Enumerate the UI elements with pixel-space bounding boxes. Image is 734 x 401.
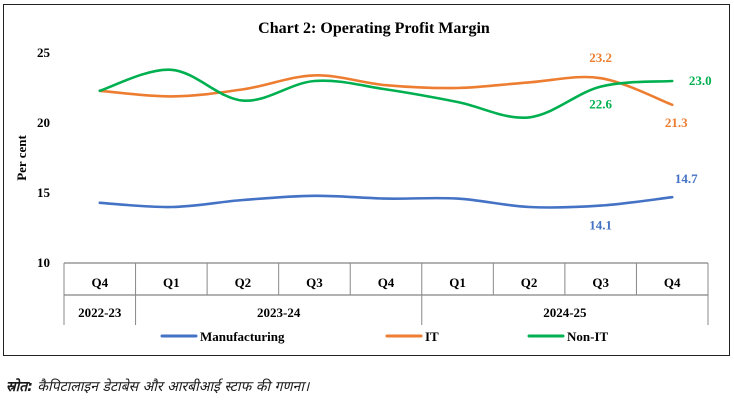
x-group-label: 2024-25 [543, 305, 587, 320]
data-label: 22.6 [589, 97, 612, 112]
x-group-label: 2023-24 [257, 305, 301, 320]
x-tick-label: Q4 [91, 275, 108, 290]
x-tick-label: Q4 [378, 275, 395, 290]
y-tick-label: 20 [37, 115, 50, 130]
x-tick-label: Q4 [664, 275, 681, 290]
line-chart: Chart 2: Operating Profit Margin Per cent… [14, 20, 712, 344]
data-label: 14.7 [675, 171, 698, 186]
y-tick-label: 15 [37, 185, 51, 200]
source-note: स्रोत: कैपिटालाइन डेटाबेस और आरबीआई स्टा… [6, 377, 309, 396]
legend-label: IT [425, 329, 439, 344]
x-tick-label: Q1 [163, 275, 180, 290]
x-tick-label: Q3 [306, 275, 323, 290]
x-tick-label: Q2 [235, 275, 252, 290]
legend-label: Manufacturing [200, 329, 285, 344]
data-label: 21.3 [665, 115, 688, 130]
y-tick-label: 10 [37, 255, 50, 270]
chart-title: Chart 2: Operating Profit Margin [258, 20, 490, 37]
data-label: 23.0 [689, 73, 712, 88]
x-tick-label: Q3 [592, 275, 609, 290]
x-tick-label: Q2 [521, 275, 538, 290]
data-label: 23.2 [589, 50, 612, 65]
data-label: 14.1 [589, 218, 612, 233]
series-line-non-it [98, 68, 674, 120]
y-tick-label: 25 [37, 45, 51, 60]
legend-label: Non-IT [567, 329, 609, 344]
x-group-label: 2022-23 [78, 305, 122, 320]
x-tick-label: Q1 [449, 275, 466, 290]
chart-frame: Chart 2: Operating Profit Margin Per cent… [3, 4, 730, 356]
source-text: कैपिटालाइन डेटाबेस और आरबीआई स्टाफ की गण… [37, 379, 310, 395]
y-axis-label: Per cent [14, 135, 29, 181]
series-line-it [98, 74, 674, 107]
source-label: स्रोत: [6, 379, 33, 395]
series-line-manufacturing [98, 194, 674, 209]
